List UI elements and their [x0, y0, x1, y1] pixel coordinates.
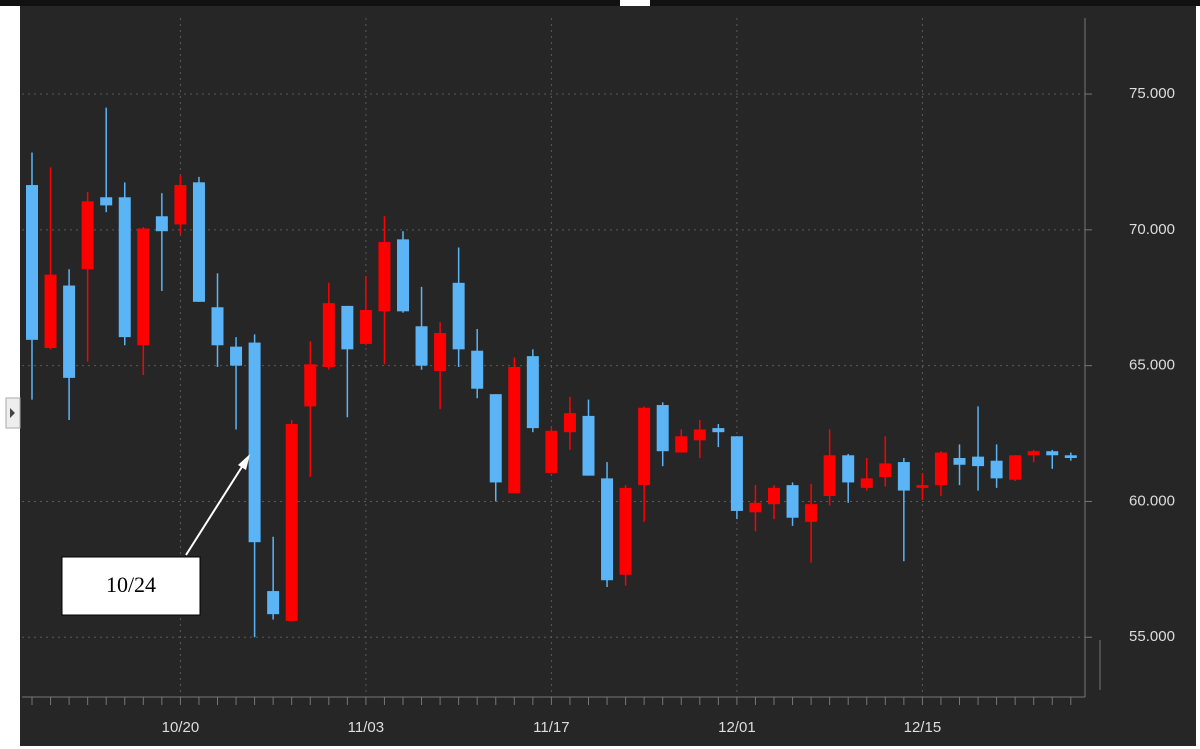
y-tick-label: 60.000: [1129, 492, 1175, 509]
candle-body: [508, 367, 521, 494]
candle-body: [63, 285, 76, 378]
candle-body: [823, 455, 836, 497]
candle-body: [619, 487, 632, 575]
candle-body: [1027, 451, 1040, 456]
candle-body: [322, 303, 335, 368]
candle-body: [656, 405, 669, 452]
candle-body: [489, 394, 502, 483]
candle-body: [155, 216, 168, 232]
candle-body: [137, 228, 150, 346]
candle-body: [285, 424, 298, 621]
x-tick-label: 12/01: [718, 719, 756, 736]
candle-body: [526, 356, 539, 429]
candle-body: [44, 274, 57, 348]
candle-body: [972, 456, 985, 467]
candle-body: [805, 504, 818, 522]
annotation-text: 10/24: [106, 572, 156, 597]
candle-body: [434, 333, 447, 372]
candle-body: [582, 415, 595, 476]
candle-body: [81, 201, 94, 270]
plot-background: [20, 6, 1196, 746]
y-tick-label: 75.000: [1129, 85, 1175, 102]
candle-body: [415, 326, 428, 366]
candle-body: [730, 436, 743, 511]
candle-body: [712, 428, 725, 433]
x-tick-label: 11/03: [348, 719, 384, 736]
candle-body: [675, 436, 688, 453]
annotation-box: [61, 556, 201, 616]
candle-body: [916, 485, 929, 488]
candle-body: [879, 463, 892, 478]
candle-body: [341, 305, 354, 350]
candle-body: [842, 455, 855, 483]
candle-body: [693, 429, 706, 441]
candle-body: [563, 413, 576, 433]
candle-body: [990, 460, 1003, 479]
candle-body: [934, 452, 947, 486]
candle-body: [1009, 455, 1022, 480]
candle-body: [638, 407, 651, 486]
candle-body: [471, 350, 484, 389]
top-tab: [620, 0, 650, 8]
top-band: [0, 0, 1200, 6]
candle-body: [118, 197, 131, 338]
side-tab-arrow: [10, 408, 15, 418]
candle-body: [359, 309, 372, 344]
x-tick-label: 12/15: [904, 719, 942, 736]
candle-body: [174, 185, 187, 225]
x-tick-label: 10/20: [162, 719, 200, 736]
candle-body: [211, 307, 224, 346]
y-tick-label: 55.000: [1129, 628, 1175, 645]
x-tick-label: 11/17: [533, 719, 569, 736]
candle-body: [452, 282, 465, 350]
candle-body: [768, 487, 780, 505]
candle-body: [601, 478, 614, 581]
annotation-arrowhead: [238, 454, 250, 470]
candle-body: [230, 346, 243, 366]
candle-body: [248, 342, 261, 543]
candle-body: [860, 478, 873, 488]
candle-body: [1046, 451, 1059, 456]
candle-body: [378, 242, 391, 312]
candle-body: [545, 430, 558, 473]
candle-body: [267, 591, 280, 615]
candle-body: [953, 457, 966, 465]
candle-body: [100, 197, 113, 206]
candle-body: [897, 462, 910, 491]
candle-body: [192, 182, 205, 302]
candle-body: [26, 185, 38, 340]
candle-body: [749, 502, 762, 513]
annotation-arrow: [185, 461, 246, 556]
candle-body: [1064, 455, 1077, 458]
candle-body: [786, 485, 799, 518]
candle-body: [304, 364, 317, 407]
y-tick-label: 70.000: [1129, 221, 1175, 238]
candle-body: [397, 239, 409, 312]
y-tick-label: 65.000: [1129, 357, 1175, 374]
